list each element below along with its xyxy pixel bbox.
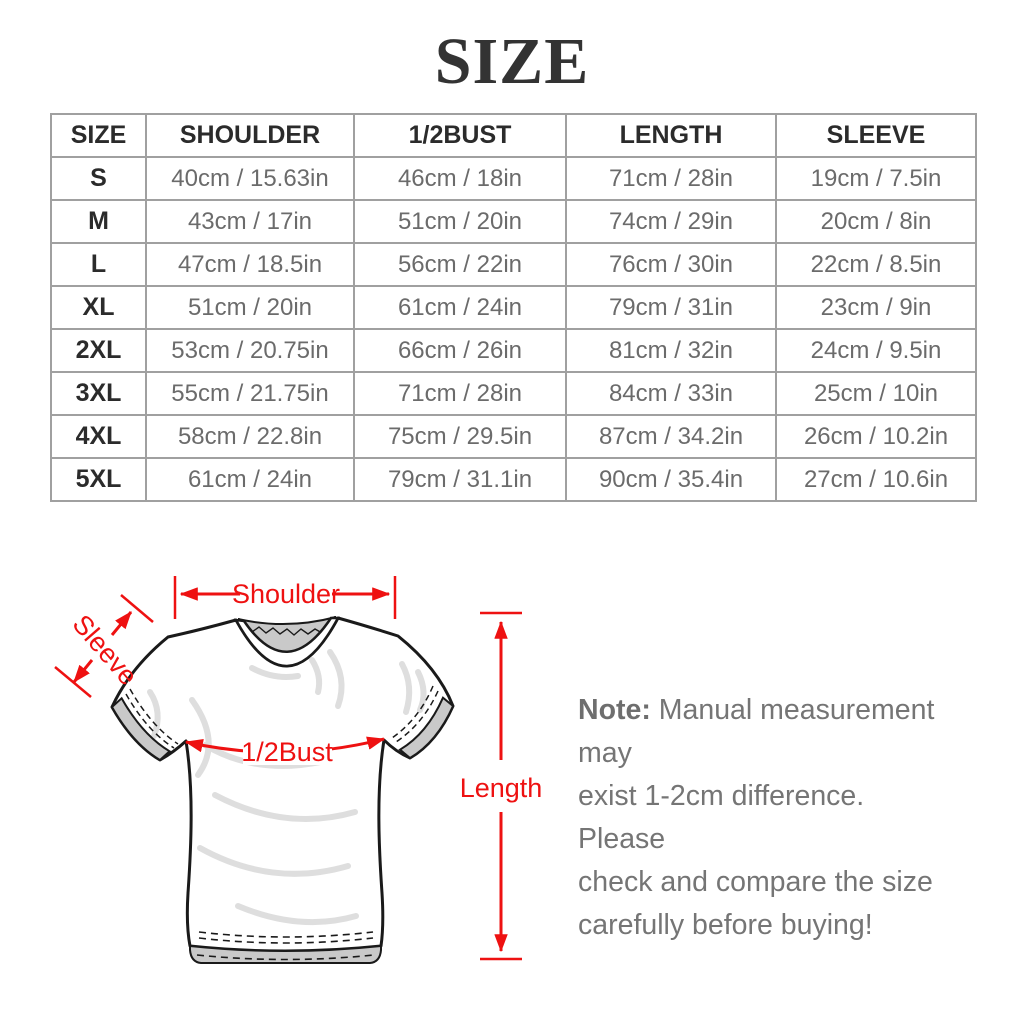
table-cell: 81cm / 32in [565,328,777,373]
table-cell: 71cm / 28in [565,156,777,201]
header-cell-size: SIZE [50,113,147,158]
right-cuff [398,696,455,760]
table-row: 5XL 61cm / 24in 79cm / 31.1in 90cm / 35.… [50,457,977,502]
header-cell-shoulder: SHOULDER [145,113,355,158]
sleeve-arrow-up [110,611,133,636]
length-label: Length [460,773,543,803]
sleeve-cap-top [120,594,154,623]
header-cell-sleeve: SLEEVE [775,113,977,158]
sleeve-arrow-down [72,659,94,683]
table-row: 2XL 53cm / 20.75in 66cm / 26in 81cm / 32… [50,328,977,373]
table-row: L 47cm / 18.5in 56cm / 22in 76cm / 30in … [50,242,977,287]
table-cell: 76cm / 30in [565,242,777,287]
table-header-row: SIZE SHOULDER 1/2BUST LENGTH SLEEVE [50,113,977,158]
table-cell: 75cm / 29.5in [353,414,567,459]
note-line: Note: Manual measurement may [578,694,935,769]
table-cell: M [50,199,147,244]
table-cell: 4XL [50,414,147,459]
table-cell: 5XL [50,457,147,502]
collar-band [233,616,341,668]
table-cell: 47cm / 18.5in [145,242,355,287]
table-cell: 87cm / 34.2in [565,414,777,459]
size-table: SIZE SHOULDER 1/2BUST LENGTH SLEEVE S 40… [50,113,977,502]
table-cell: 51cm / 20in [145,285,355,330]
table-cell: 53cm / 20.75in [145,328,355,373]
table-row: XL 51cm / 20in 61cm / 24in 79cm / 31in 2… [50,285,977,330]
table-cell: 19cm / 7.5in [775,156,977,201]
note-line: check and compare the size [578,866,933,898]
collar-stitch [251,626,323,636]
table-cell: S [50,156,147,201]
note-label: Note: [578,694,651,726]
table-cell: 27cm / 10.6in [775,457,977,502]
note-text: Note: Manual measurement may exist 1-2cm… [578,689,958,947]
hem-stitch [196,931,375,961]
tshirt-measurement-diagram: Shoulder Sleeve 1/2Bust Length [54,576,543,964]
table-cell: 25cm / 10in [775,371,977,416]
measurement-annotations [54,576,522,961]
table-cell: 66cm / 26in [353,328,567,373]
table-cell: 26cm / 10.2in [775,414,977,459]
table-row: 3XL 55cm / 21.75in 71cm / 28in 84cm / 33… [50,371,977,416]
table-cell: 46cm / 18in [353,156,567,201]
note-line: carefully before buying! [578,909,873,941]
tshirt-outline [110,616,455,953]
header-cell-length: LENGTH [565,113,777,158]
table-row: 4XL 58cm / 22.8in 75cm / 29.5in 87cm / 3… [50,414,977,459]
table-cell: 23cm / 9in [775,285,977,330]
table-cell: 55cm / 21.75in [145,371,355,416]
table-cell: 79cm / 31.1in [353,457,567,502]
page-title: SIZE [434,25,590,98]
table-cell: 22cm / 8.5in [775,242,977,287]
bust-label-backing [243,737,332,765]
table-cell: 24cm / 9.5in [775,328,977,373]
table-cell: 40cm / 15.63in [145,156,355,201]
table-row: S 40cm / 15.63in 46cm / 18in 71cm / 28in… [50,156,977,201]
header-cell-halfbust: 1/2BUST [353,113,567,158]
table-cell: 79cm / 31in [565,285,777,330]
table-cell: 61cm / 24in [145,457,355,502]
left-cuff [110,696,172,762]
table-row: M 43cm / 17in 51cm / 20in 74cm / 29in 20… [50,199,977,244]
table-cell: L [50,242,147,287]
table-cell: 56cm / 22in [353,242,567,287]
table-cell: 43cm / 17in [145,199,355,244]
table-cell: 74cm / 29in [565,199,777,244]
table-cell: 71cm / 28in [353,371,567,416]
table-cell: 90cm / 35.4in [565,457,777,502]
sleeve-cap-bottom [54,666,92,698]
right-cuff-stitch [391,685,439,743]
shoulder-label: Shoulder [232,579,340,609]
bust-label: 1/2Bust [241,737,333,767]
table-cell: 61cm / 24in [353,285,567,330]
table-cell: 3XL [50,371,147,416]
note-line: exist 1-2cm difference. Please [578,780,865,855]
table-cell: 20cm / 8in [775,199,977,244]
table-cell: XL [50,285,147,330]
table-cell: 58cm / 22.8in [145,414,355,459]
table-cell: 2XL [50,328,147,373]
table-cell: 51cm / 20in [353,199,567,244]
table-cell: 84cm / 33in [565,371,777,416]
